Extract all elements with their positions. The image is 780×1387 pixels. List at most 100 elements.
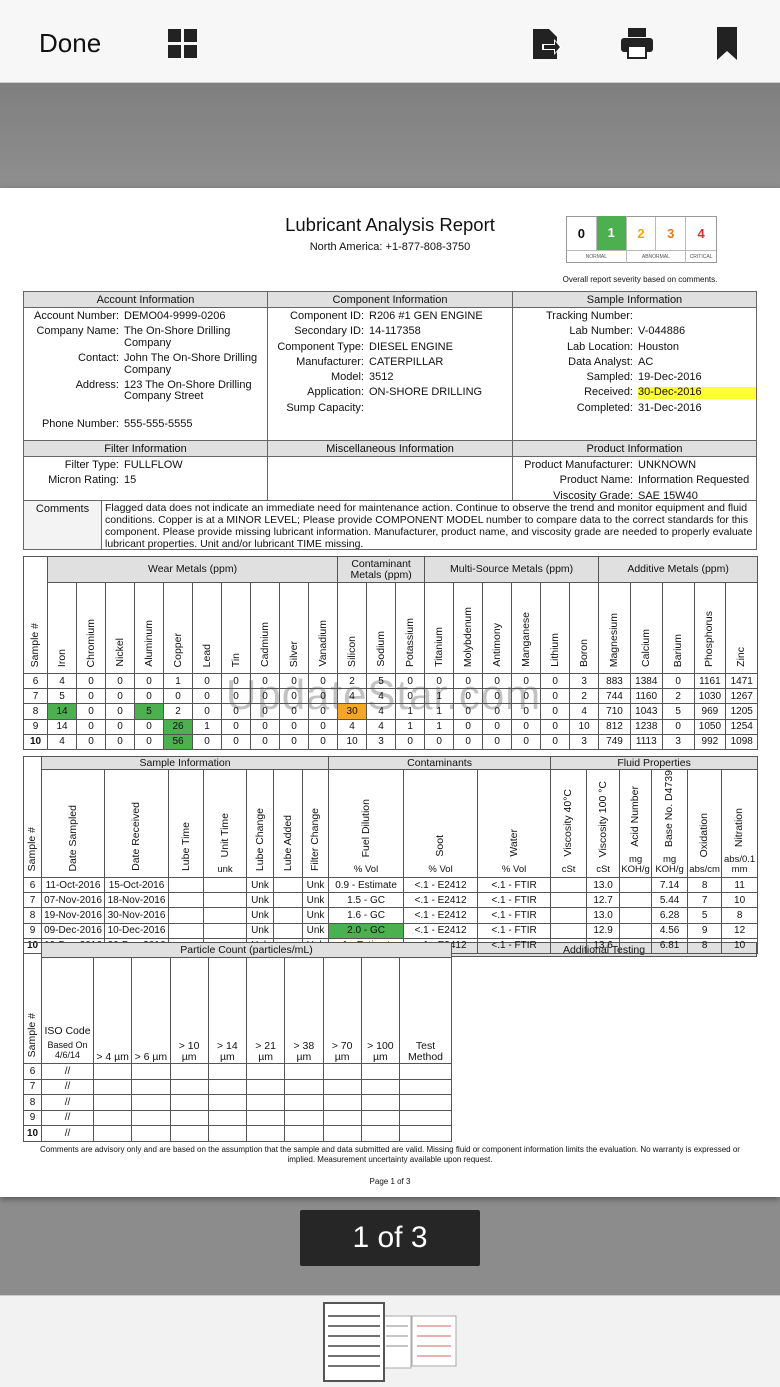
cell: 30 — [337, 703, 368, 720]
column-unit: cSt — [596, 864, 610, 876]
report-page: Lubricant Analysis Report North America:… — [0, 188, 780, 1197]
cell: 0 — [221, 703, 251, 720]
cell: 0 — [192, 703, 222, 720]
column-label: Date Received — [130, 802, 142, 872]
column-label: > 4 µm — [96, 1051, 129, 1063]
column-header: Antimony — [482, 582, 513, 674]
cell: 4 — [366, 688, 397, 705]
column-header: Molybdenum — [453, 582, 484, 674]
cell — [550, 937, 588, 955]
viewer-background — [0, 83, 780, 188]
cell: 4 — [337, 688, 368, 705]
cell: 19-Nov-2016 — [41, 907, 105, 924]
cell: 07-Nov-2016 — [41, 892, 105, 909]
cell: 4 — [47, 672, 77, 690]
cell: <.1 - FTIR — [477, 877, 552, 894]
field-value: 555-555-5555 — [124, 417, 193, 430]
section-body — [268, 457, 512, 460]
column-label: Base No. D4739 — [663, 770, 676, 848]
field-label: Sampled: — [586, 371, 633, 384]
body-row: 6 11-Oct-2016 15-Oct-2016 Unk Unk 0.9 - Estim… — [23, 877, 759, 894]
comments: Comments Flagged data does not indicate a… — [23, 500, 757, 550]
cell: 0 — [453, 672, 484, 690]
field-value: CATERPILLAR — [369, 355, 444, 368]
cell: 13.0 — [586, 877, 621, 894]
severity-labels: NORMAL ABNORMAL CRITICAL — [567, 250, 716, 263]
cell: 4 — [366, 703, 397, 720]
cell: 749 — [598, 733, 631, 750]
cell: 26 — [163, 718, 193, 735]
column-label: Antimony — [490, 623, 503, 667]
group-header: Contaminant Metals (ppm) — [337, 556, 426, 583]
field-row: Component ID: R206 #1 GEN ENGINE — [268, 310, 512, 323]
export-icon[interactable] — [530, 27, 566, 61]
column-header: Filter Change — [301, 768, 330, 879]
column-label: Filter Change — [309, 808, 322, 872]
section-header: Account Information — [24, 292, 267, 308]
body-row: 9// — [23, 1109, 453, 1126]
section-body: Filter Type: FULLFLOW Micron Rating: 15 — [24, 457, 267, 487]
print-icon[interactable] — [620, 27, 654, 59]
column-unit: abs/0.1 mm — [724, 854, 756, 876]
column-label: Barium — [671, 633, 684, 667]
column-label: Magnesium — [608, 612, 620, 667]
column-label: Water — [507, 829, 520, 858]
cell: 0 — [105, 672, 135, 690]
body-row: 6 4 0 0 0 1 0 0 0 0 0 2 5 0 0 0 0 0 0 3 883 1384 0 1161 1471 — [23, 672, 759, 690]
cell — [245, 1078, 286, 1095]
cell: // — [41, 1109, 94, 1126]
grid-icon[interactable] — [166, 27, 199, 60]
sample-number: 8 — [23, 1094, 42, 1111]
field-row: Manufacturer: CATERPILLAR — [268, 355, 512, 369]
field-label: Lab Number: — [569, 325, 633, 338]
column-label: Chromium — [84, 618, 97, 667]
cell: 0 — [192, 733, 222, 750]
cell: 0 — [482, 718, 513, 735]
field-value: UNKNOWN — [638, 459, 697, 471]
cell — [619, 922, 653, 939]
cell: 0 — [424, 672, 455, 690]
cell — [322, 1063, 362, 1080]
cell — [398, 1063, 453, 1080]
cell — [203, 877, 247, 894]
field-label: Address: — [75, 378, 119, 391]
column-label: Silver — [287, 640, 300, 667]
cell: 0 — [307, 703, 339, 720]
field-label: Viscosity Grade: — [553, 489, 633, 502]
cell: 1384 — [629, 672, 663, 690]
cell — [92, 1094, 133, 1111]
cell — [322, 1125, 362, 1142]
field-value: 19-Dec-2016 — [638, 371, 702, 384]
column-label: Aluminum — [142, 620, 155, 667]
column-label: > 100 µm — [367, 1040, 394, 1063]
cell: 1254 — [725, 718, 759, 735]
cell — [360, 1063, 401, 1080]
group-header: Wear Metals (ppm) — [46, 556, 339, 583]
cell: 0 — [105, 688, 135, 705]
cell — [207, 1125, 248, 1142]
field-label: Lab Location: — [566, 340, 633, 353]
cell: 0 — [540, 733, 571, 750]
body-row: 10 4 0 0 0 56 0 0 0 0 0 10 3 0 0 0 0 0 0 3 749 1113 3 992 1098 — [23, 733, 759, 750]
column-label: Lube Change — [253, 808, 266, 872]
severity-label: NORMAL — [567, 251, 627, 263]
section-header: Filter Information — [24, 441, 267, 457]
cell: 0 — [250, 688, 280, 705]
sample-number: 10 — [23, 1125, 42, 1142]
cell: 2 — [569, 688, 600, 705]
cell: 1267 — [725, 688, 759, 705]
column-label: > 38 µm — [293, 1040, 315, 1063]
sample-number: 6 — [23, 877, 42, 894]
bookmark-icon[interactable] — [715, 26, 739, 62]
cell — [131, 1078, 171, 1095]
column-header: Water % Vol — [477, 768, 552, 879]
cell: 0 — [307, 688, 339, 705]
cell — [169, 1094, 209, 1111]
cell: 4.56 — [651, 922, 689, 939]
field-label: Secondary ID: — [294, 325, 364, 338]
thumbnails[interactable] — [0, 1296, 780, 1387]
done-button[interactable]: Done — [39, 28, 102, 58]
thumbnail-strip — [0, 1295, 780, 1387]
cell — [92, 1063, 133, 1080]
severity-scale: 0 1 2 3 4 NORMAL ABNORMAL CRITICAL — [566, 216, 717, 263]
